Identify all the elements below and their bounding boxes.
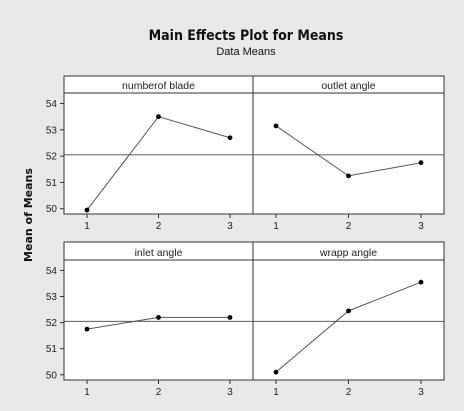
panels-group: numberof blade 1 2 3 50 51 52 53 54 outlet angle 1… [46,75,445,398]
data-point [418,160,424,166]
y-tick-label: 54 [46,99,58,110]
y-tick-label: 53 [46,125,58,136]
panel-3: inlet angle 1 2 3 50 51 52 53 54 [46,241,254,398]
y-tick-label: 52 [46,318,58,329]
data-point [346,308,351,314]
data-point [227,314,233,320]
y-tick-label: 53 [46,292,58,303]
x-tick-label: 2 [156,387,162,398]
x-tick-label: 2 [346,387,352,398]
data-point [227,135,233,141]
data-point [346,173,351,179]
x-tick-label: 3 [418,221,424,232]
data-point [273,123,279,129]
chart-subtitle: Data Means [216,46,276,58]
panel-label: outlet angle [321,80,375,92]
x-tick-label: 3 [227,387,233,398]
panel-frame [63,241,254,381]
y-axis-label: Mean of Means [22,168,35,262]
data-point [84,207,90,213]
panel-frame [252,75,445,215]
panel-4: wrapp angle 1 2 3 [252,241,445,398]
data-point [418,279,424,285]
data-point [84,326,90,332]
x-tick-label: 1 [273,221,279,232]
data-point [273,369,279,375]
x-tick-label: 1 [84,221,90,232]
panel-1: numberof blade 1 2 3 50 51 52 53 54 [46,75,254,232]
chart-title: Main Effects Plot for Means [149,28,344,44]
data-point [156,114,161,120]
y-tick-label: 51 [46,178,58,189]
x-tick-label: 1 [273,387,279,398]
x-tick-label: 3 [227,221,233,232]
y-tick-label: 50 [46,370,58,381]
y-tick-label: 54 [46,266,58,277]
x-tick-label: 2 [346,221,352,232]
x-tick-label: 3 [418,387,424,398]
panel-label: inlet angle [135,247,183,259]
y-tick-label: 50 [46,204,58,215]
y-tick-label: 51 [46,344,58,355]
panel-label: wrapp angle [319,247,377,259]
data-point [156,314,161,320]
y-tick-label: 52 [46,152,58,163]
x-tick-label: 2 [156,221,162,232]
panel-frame [63,75,254,215]
panel-label: numberof blade [122,80,195,92]
panel-2: outlet angle 1 2 3 [252,75,445,232]
x-tick-label: 1 [84,387,90,398]
